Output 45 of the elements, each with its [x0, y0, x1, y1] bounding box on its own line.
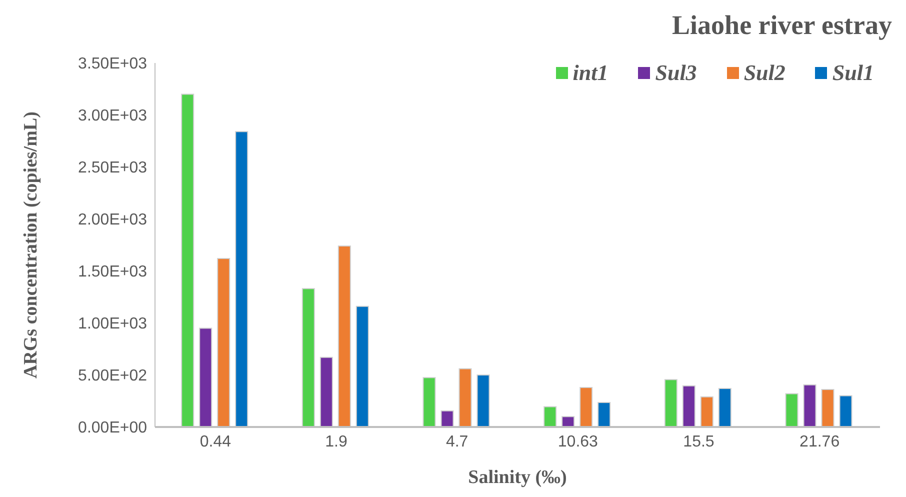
bar — [785, 393, 798, 427]
bar — [803, 384, 816, 427]
legend-label: int1 — [572, 60, 608, 86]
x-tick-label: 1.9 — [325, 433, 348, 450]
y-tick-label: 3.50E+03 — [78, 56, 148, 73]
bar — [422, 377, 436, 427]
x-tick-label: 4.7 — [446, 433, 468, 450]
bar — [718, 388, 732, 427]
bar — [302, 288, 315, 427]
x-axis-title: Salinity (‰) — [468, 467, 567, 488]
bar — [544, 406, 557, 427]
bar — [821, 389, 834, 427]
x-tick-label: 0.44 — [200, 433, 232, 450]
bar — [682, 385, 696, 427]
x-tick-label: 15.5 — [683, 433, 714, 450]
y-tick-label: 1.00E+03 — [78, 316, 148, 333]
y-tick-label: 5.00E+02 — [78, 368, 148, 385]
y-tick-label: 1.50E+03 — [78, 264, 148, 281]
bar — [217, 258, 230, 427]
bar — [440, 410, 454, 427]
bar — [181, 94, 194, 427]
bar — [338, 246, 351, 427]
bar — [664, 379, 678, 427]
y-tick-label: 0.00E+00 — [78, 420, 148, 437]
bar — [700, 396, 714, 427]
legend-label: Sul1 — [831, 60, 874, 86]
x-tick-label: 21.76 — [800, 433, 840, 450]
y-axis-title: ARGs concentration (copies/mL) — [20, 111, 42, 379]
bar — [476, 374, 490, 427]
bar — [580, 386, 593, 427]
bar — [356, 306, 369, 427]
bar — [320, 356, 333, 427]
legend-label: Sul3 — [654, 60, 697, 86]
y-tick-label: 3.00E+03 — [78, 108, 148, 125]
bar — [199, 328, 212, 427]
bar — [598, 402, 611, 427]
chart-title: Liaohe river estray — [672, 10, 892, 41]
y-tick-label: 2.50E+03 — [78, 160, 148, 177]
bar — [562, 416, 575, 427]
bar — [235, 131, 248, 427]
y-tick-label: 2.00E+03 — [78, 212, 148, 229]
bar — [458, 368, 472, 427]
legend-label: Sul2 — [742, 60, 786, 86]
x-tick-label: 10.63 — [558, 433, 598, 450]
bar — [839, 395, 852, 427]
